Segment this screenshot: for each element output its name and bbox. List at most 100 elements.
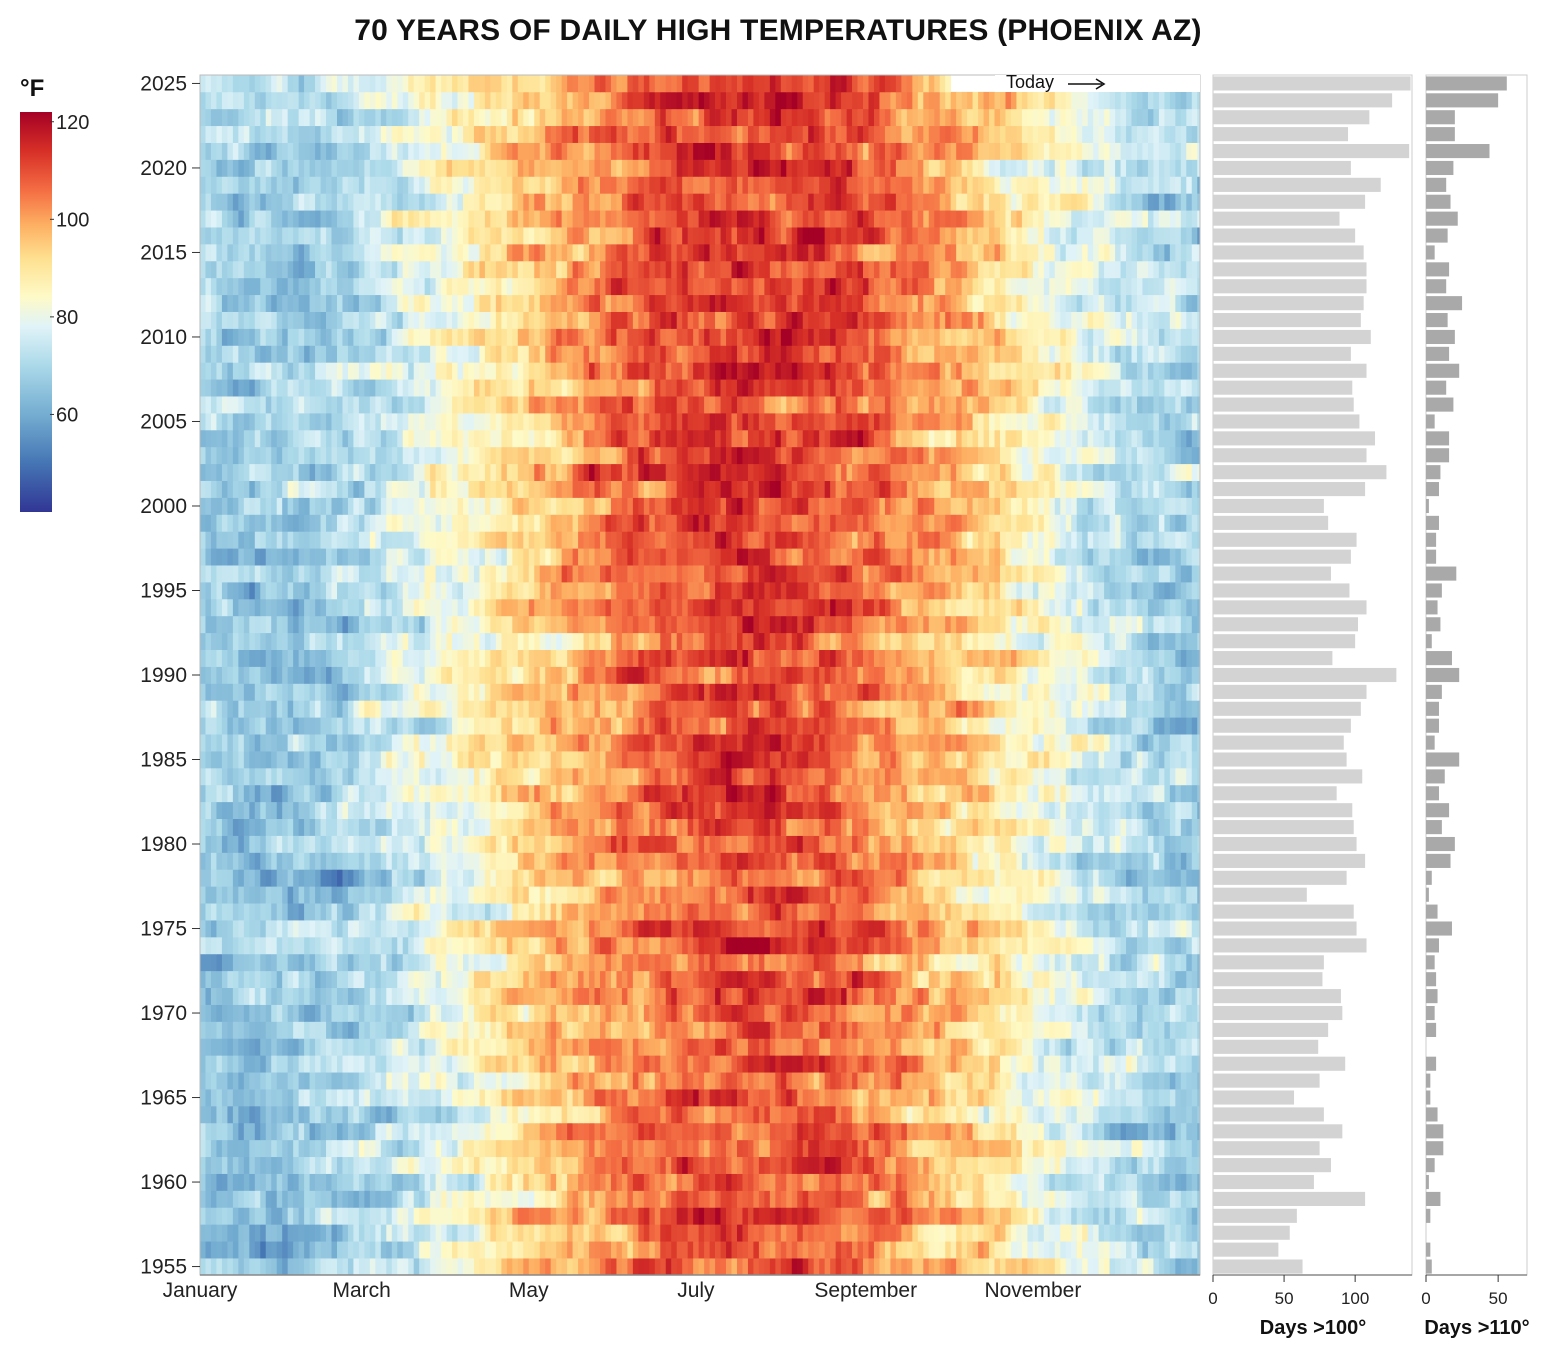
heatmap-cell [402, 987, 409, 1005]
heatmap-cell [1197, 1038, 1201, 1056]
heatmap-cell [1043, 987, 1050, 1005]
heatmap-cell [747, 818, 754, 836]
heatmap-cell [517, 1224, 524, 1242]
heatmap-cell [1126, 1241, 1132, 1259]
heatmap-cell [873, 1004, 880, 1022]
heatmap-cell [830, 869, 836, 887]
heatmap-cell [879, 1258, 886, 1276]
heatmap-cell [1060, 920, 1067, 938]
heatmap-cell [342, 886, 349, 904]
heatmap-cell [342, 920, 349, 938]
heatmap-cell [868, 953, 875, 972]
heatmap-cell [709, 1072, 716, 1090]
heatmap-cell [232, 1021, 239, 1039]
heatmap-cell [210, 1089, 217, 1107]
heatmap-cell [890, 1089, 897, 1107]
heatmap-cell [627, 1139, 634, 1158]
heatmap-cell [424, 886, 431, 904]
heatmap-cell [463, 1173, 469, 1191]
heatmap-cell [791, 953, 798, 972]
heatmap-cell [386, 1156, 393, 1174]
heatmap-cell [1027, 1055, 1034, 1073]
heatmap-cell [621, 1089, 628, 1107]
heatmap-cell [939, 1105, 946, 1124]
heatmap-cell [841, 1122, 847, 1141]
heatmap-cell [1049, 1156, 1056, 1174]
heatmap-cell [1186, 936, 1193, 955]
heatmap-cell [923, 1072, 930, 1090]
heatmap-cell [336, 1224, 343, 1242]
heatmap-cell [693, 1021, 699, 1039]
heatmap-cell [326, 1139, 332, 1158]
heatmap-cell [1191, 1241, 1198, 1259]
heatmap-cell [276, 970, 283, 989]
heatmap-cell [632, 953, 639, 972]
heatmap-cell [1126, 1139, 1132, 1158]
heatmap-cell [934, 1258, 941, 1276]
heatmap-cell [276, 1207, 283, 1225]
heatmap-cell [1136, 1004, 1143, 1022]
heatmap-cell [769, 970, 776, 989]
heatmap-cell [1131, 953, 1138, 972]
heatmap-cell [1082, 1241, 1089, 1259]
heatmap-cell [205, 1173, 212, 1191]
heatmap-cell [1109, 1173, 1116, 1191]
heatmap-cell [227, 1004, 234, 1022]
heatmap-cell [1191, 818, 1198, 836]
heatmap-cell [556, 1072, 562, 1090]
heatmap-cell [928, 1038, 935, 1056]
heatmap-cell [468, 852, 475, 870]
heatmap-cell [627, 1038, 634, 1056]
heatmap-cell [1175, 1089, 1182, 1107]
heatmap-cell [567, 1139, 573, 1158]
heatmap-cell [600, 818, 606, 836]
heatmap-cell [1197, 818, 1201, 836]
heatmap-cell [939, 1021, 946, 1039]
heatmap-cell [835, 852, 842, 870]
heatmap-cell [791, 1207, 798, 1225]
heatmap-cell [769, 1139, 776, 1158]
heatmap-cell [731, 886, 738, 904]
heatmap-cell [364, 835, 371, 853]
heatmap-cell [298, 1190, 305, 1208]
heatmap-cell [726, 936, 732, 955]
heatmap-cell [210, 852, 217, 870]
heatmap-cell [567, 1122, 573, 1141]
heatmap-cell [835, 936, 842, 955]
heatmap-cell [287, 1156, 294, 1174]
heatmap-cell [797, 936, 804, 955]
heatmap-cell [501, 886, 508, 904]
heatmap-cell [238, 835, 245, 853]
heatmap-cell [254, 818, 261, 836]
heatmap-cell [221, 1190, 228, 1208]
heatmap-cell [276, 987, 283, 1005]
heatmap-cell [1000, 920, 1006, 938]
heatmap-cell [490, 1241, 497, 1259]
heatmap-cell [928, 1207, 935, 1225]
heatmap-cell [600, 869, 606, 887]
heatmap-cell [1071, 1089, 1078, 1107]
heatmap-cell [731, 835, 738, 853]
heatmap-cell [994, 1156, 1001, 1174]
heatmap-cell [972, 1105, 979, 1124]
heatmap-cell [950, 852, 957, 870]
heatmap-cell [956, 1241, 962, 1259]
heatmap-cell [473, 852, 480, 870]
heatmap-cell [452, 1122, 458, 1141]
heatmap-cell [1169, 936, 1176, 955]
heatmap-cell [720, 1139, 727, 1158]
heatmap-cell [775, 1224, 782, 1242]
heatmap-cell [709, 835, 716, 853]
heatmap-cell [923, 936, 930, 955]
heatmap-cell [1027, 818, 1034, 836]
heatmap-cell [342, 1105, 349, 1124]
heatmap-cell [873, 869, 880, 887]
heatmap-cell [386, 886, 393, 904]
heatmap-cell [764, 1021, 771, 1039]
heatmap-cell [1197, 1190, 1201, 1208]
heatmap-cell [572, 1173, 579, 1191]
heatmap-cell [320, 1021, 327, 1039]
heatmap-cell [243, 987, 250, 1005]
heatmap-cell [205, 869, 212, 887]
heatmap-cell [884, 1122, 891, 1141]
